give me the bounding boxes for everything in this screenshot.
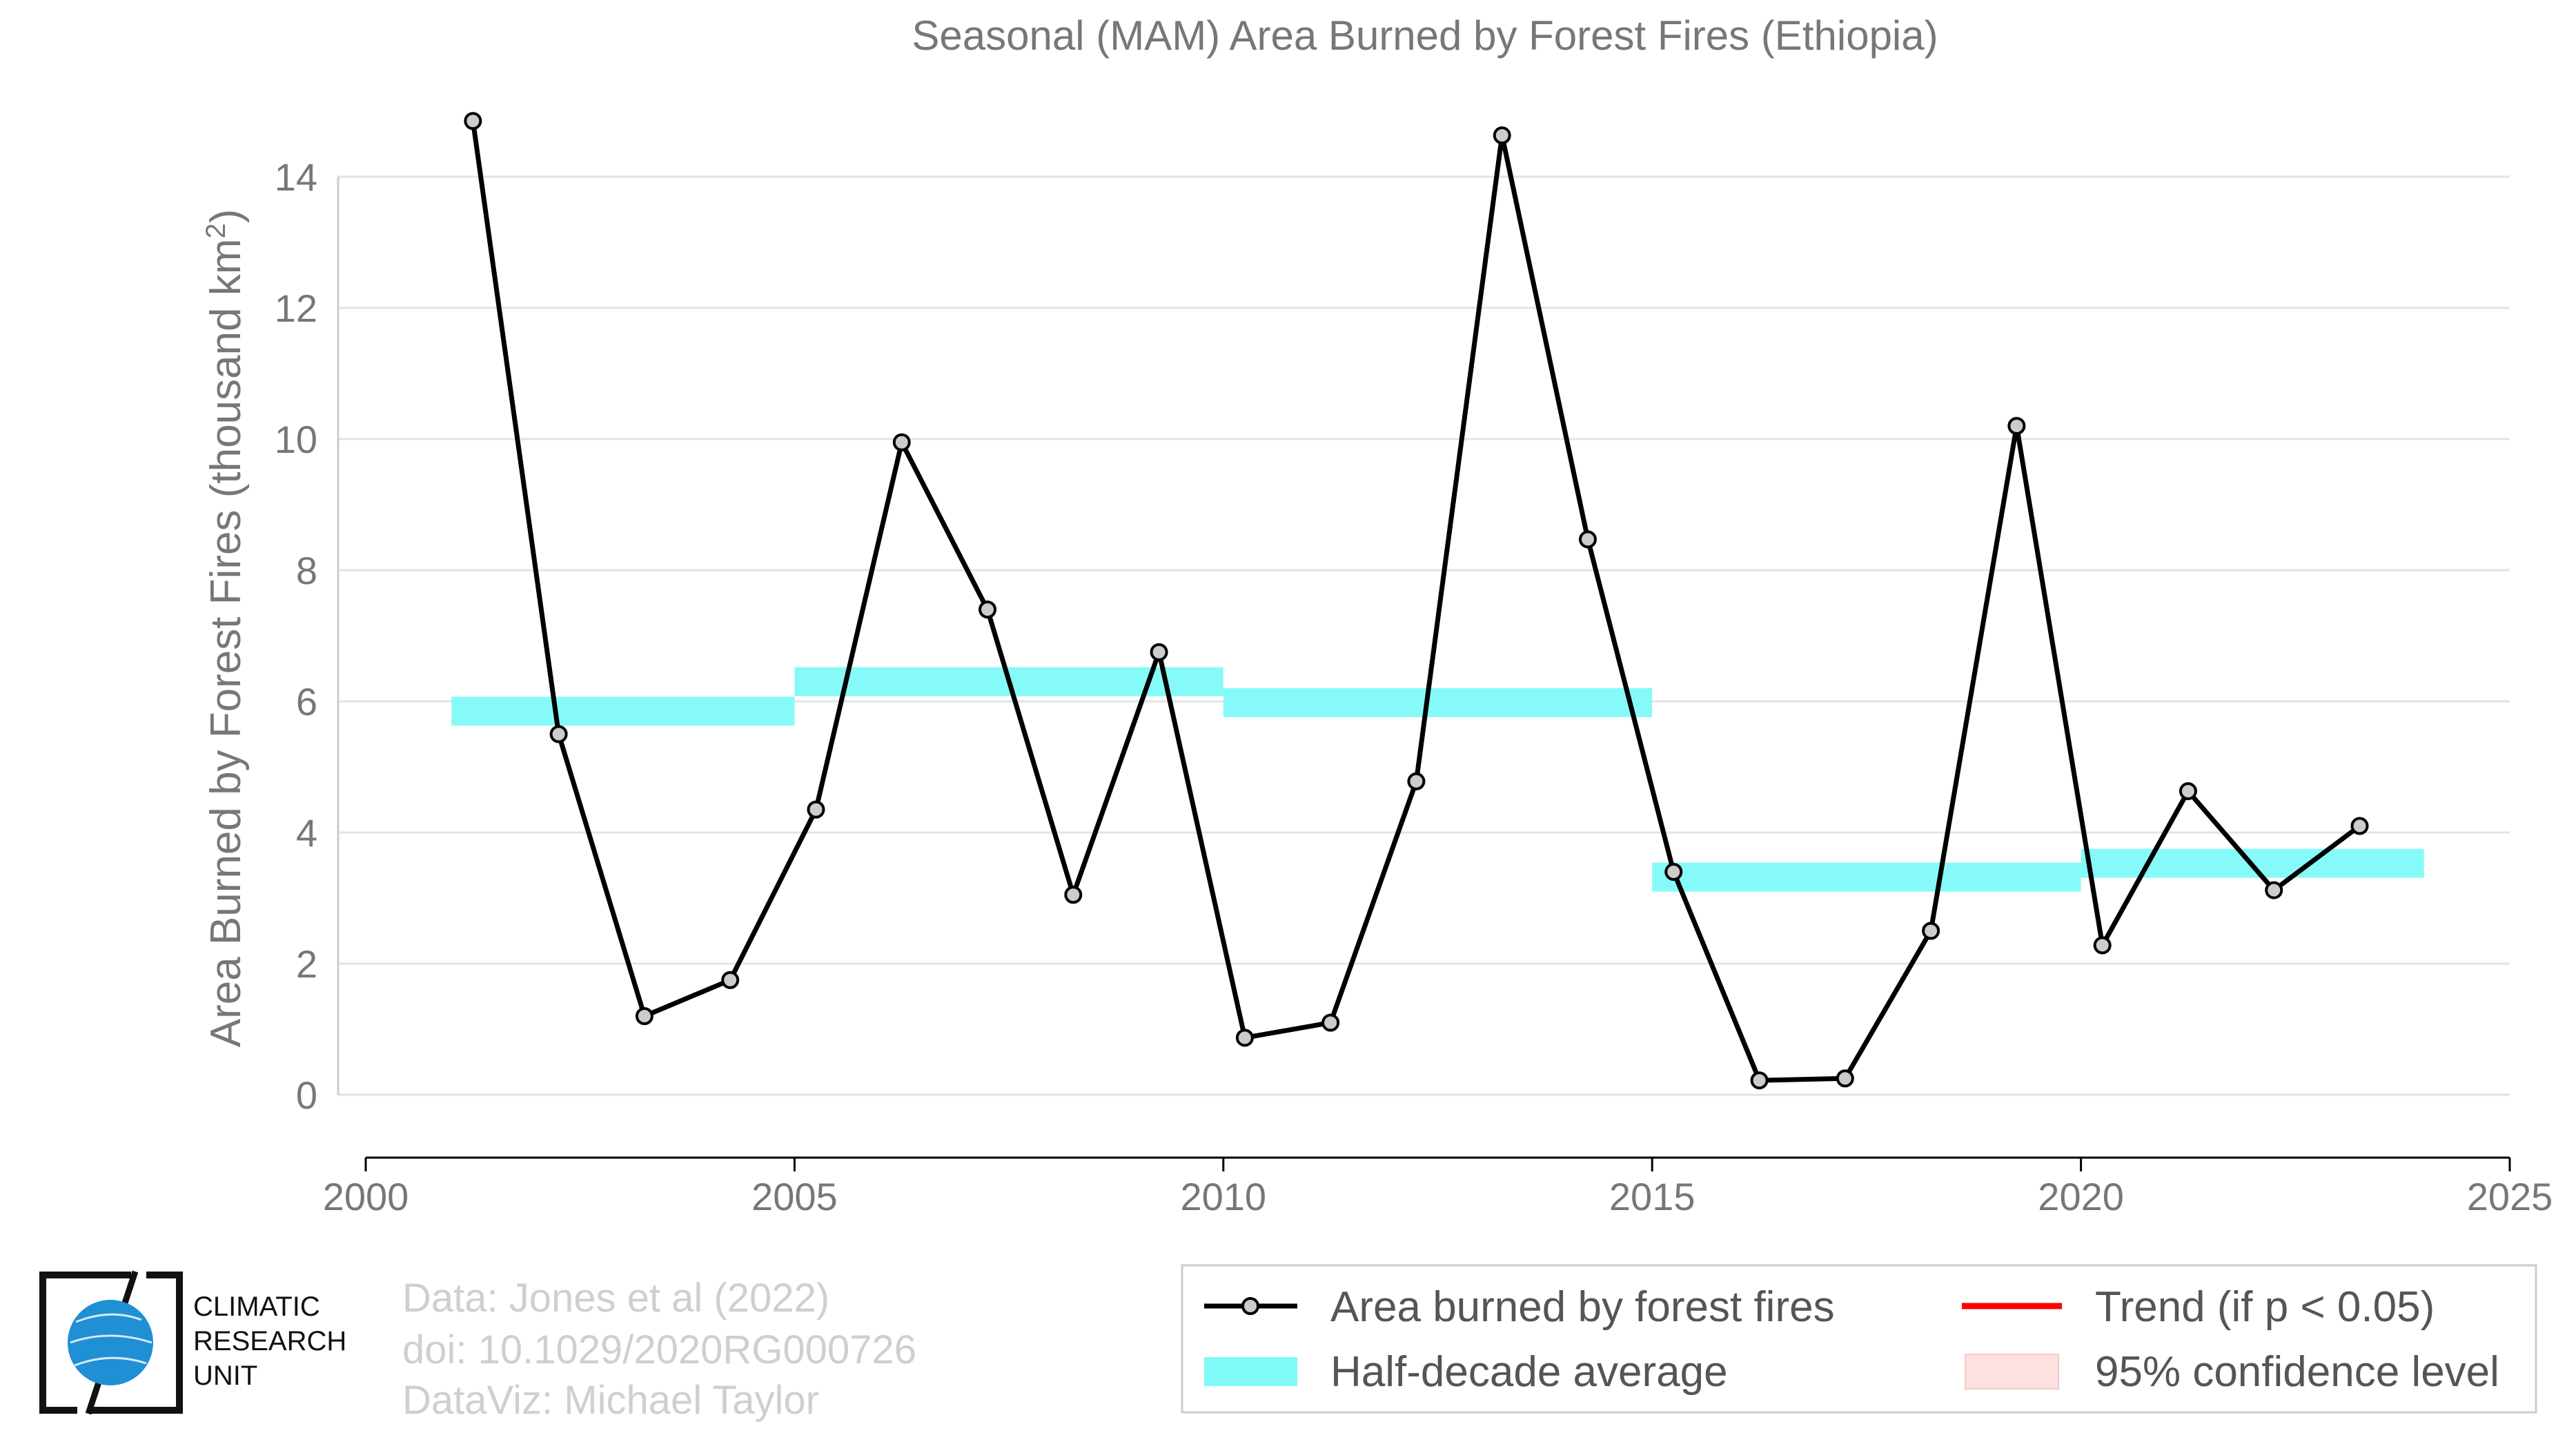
data-point bbox=[1922, 922, 1940, 940]
x-tick-label: 2010 bbox=[1181, 1175, 1267, 1218]
logo-bracket-right bbox=[91, 1272, 183, 1414]
logo-text-unit: UNIT bbox=[193, 1361, 257, 1391]
half-decade-band bbox=[1652, 862, 2081, 892]
x-tick-label: 2015 bbox=[1609, 1175, 1695, 1218]
y-tick-label: 8 bbox=[296, 549, 317, 592]
y-tick-label: 14 bbox=[275, 155, 317, 199]
y-axis-ticks: 0 2 4 6 8 10 12 14 bbox=[275, 155, 317, 1117]
legend-half-decade-swatch bbox=[1204, 1357, 1297, 1386]
data-point bbox=[2350, 817, 2369, 835]
y-tick-label: 12 bbox=[275, 286, 317, 330]
data-point bbox=[549, 725, 568, 743]
y-tick-label: 10 bbox=[275, 418, 317, 461]
data-point bbox=[721, 971, 740, 989]
y-tick-label: 4 bbox=[296, 811, 317, 855]
globe-icon bbox=[68, 1300, 153, 1385]
credit-dataviz: DataViz: Michael Taylor bbox=[402, 1378, 819, 1423]
data-point bbox=[1407, 772, 1426, 790]
data-point bbox=[1836, 1069, 1854, 1088]
gridlines bbox=[337, 175, 2510, 1096]
globe-swirl-icon bbox=[70, 1313, 153, 1367]
logo-text-research: RESEARCH bbox=[193, 1326, 346, 1356]
cru-logo: CLIMATIC RESEARCH UNIT bbox=[39, 1270, 346, 1415]
chart-title: Seasonal (MAM) Area Burned by Forest Fir… bbox=[912, 12, 1938, 59]
data-point bbox=[1150, 643, 1168, 661]
x-tick-label: 2020 bbox=[2038, 1175, 2124, 1218]
legend-marker-swatch bbox=[1241, 1297, 1259, 1315]
legend-box bbox=[1181, 1264, 2537, 1414]
data-point bbox=[635, 1007, 653, 1025]
half-decade-band bbox=[1223, 688, 1653, 717]
area-burned-markers bbox=[464, 112, 2369, 1090]
data-point bbox=[1493, 126, 1511, 145]
legend-confidence-swatch bbox=[1965, 1354, 2059, 1390]
half-decade-average-bands bbox=[451, 667, 2424, 892]
credit-doi: doi: 10.1029/2020RG000726 bbox=[402, 1327, 916, 1372]
legend-label-confidence: 95% confidence level bbox=[2095, 1348, 2499, 1396]
data-point bbox=[2179, 782, 2197, 801]
data-point bbox=[1578, 530, 1597, 549]
area-burned-line bbox=[470, 120, 2361, 1083]
data-point bbox=[892, 433, 911, 451]
data-point bbox=[2265, 881, 2283, 899]
legend-label-trend: Trend (if p < 0.05) bbox=[2095, 1283, 2435, 1331]
data-point bbox=[1664, 863, 1683, 881]
x-axis-ticks: 2000 2005 2010 2015 2020 2025 bbox=[323, 1158, 2553, 1218]
y-axis-label: Area Burned by Forest Fires (thousand km… bbox=[201, 209, 250, 1048]
y-tick-label: 2 bbox=[296, 942, 317, 986]
data-point bbox=[1750, 1071, 1769, 1090]
x-tick-label: 2000 bbox=[323, 1175, 409, 1218]
data-point bbox=[807, 800, 825, 819]
data-point bbox=[1321, 1013, 1340, 1032]
data-point bbox=[2093, 936, 2112, 955]
logo-text-climatic: CLIMATIC bbox=[193, 1292, 320, 1322]
legend: Area burned by forest fires Trend (if p … bbox=[1181, 1264, 2537, 1414]
legend-label-half-decade: Half-decade average bbox=[1330, 1348, 1728, 1396]
data-point bbox=[1235, 1029, 1254, 1047]
data-point bbox=[979, 601, 997, 619]
legend-label-area-burned: Area burned by forest fires bbox=[1330, 1283, 1835, 1331]
credits: Data: Jones et al (2022) doi: 10.1029/20… bbox=[402, 1276, 916, 1423]
credit-data-source: Data: Jones et al (2022) bbox=[402, 1276, 829, 1321]
y-tick-label: 0 bbox=[296, 1073, 317, 1117]
data-point bbox=[2007, 417, 2026, 435]
y-tick-label: 6 bbox=[296, 680, 317, 723]
x-tick-label: 2005 bbox=[751, 1175, 838, 1218]
data-point bbox=[1064, 886, 1083, 904]
half-decade-band bbox=[451, 697, 795, 726]
x-tick-label: 2025 bbox=[2467, 1175, 2553, 1218]
data-point bbox=[464, 112, 482, 130]
logo-bracket-left bbox=[39, 1272, 131, 1414]
